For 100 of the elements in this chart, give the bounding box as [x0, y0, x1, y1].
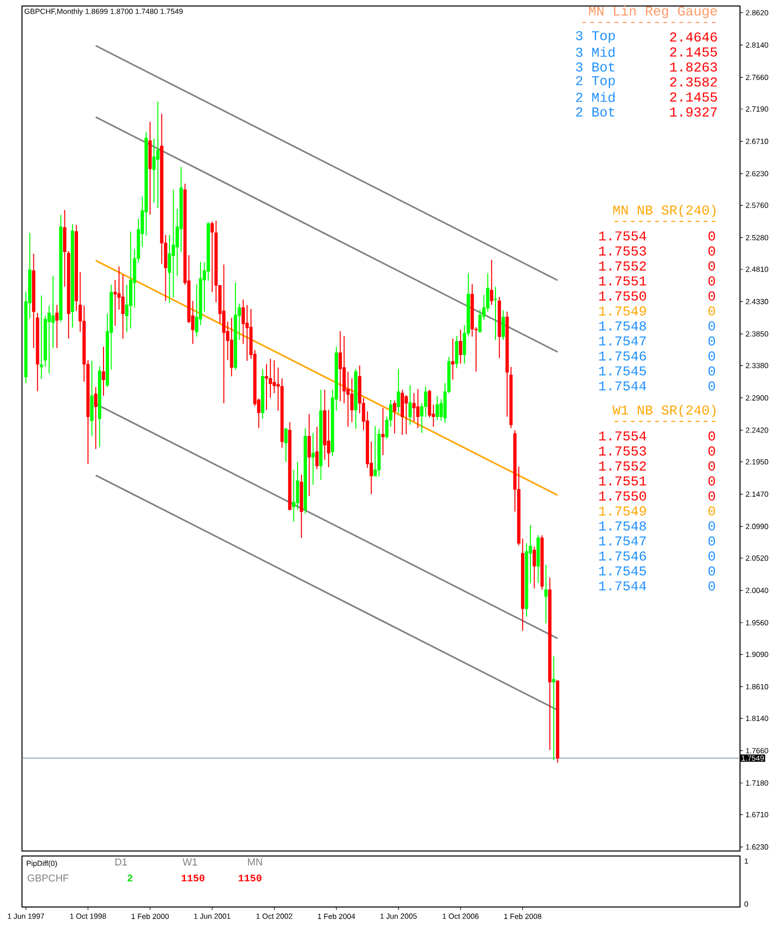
annotation: 3 Bot [576, 62, 614, 72]
candlestick [490, 259, 494, 306]
candlestick [245, 304, 249, 362]
annotation: ------------- [614, 220, 716, 222]
candlestick [404, 394, 408, 435]
annotation: 1.7549 [599, 306, 646, 316]
candlestick [346, 371, 350, 428]
annotation: 2.3582 [670, 77, 717, 87]
candlestick [396, 368, 400, 414]
text: 1150 [238, 874, 262, 882]
annotation: 0 [708, 291, 715, 301]
candlestick [436, 395, 439, 421]
annotation: 0 [708, 306, 715, 316]
annotation: ----------------- [582, 22, 716, 23]
annotation: 1.7547 [599, 336, 646, 346]
annotation: 1.7552 [599, 461, 646, 471]
candlestick [296, 461, 300, 510]
annotation: 1.7544 [599, 581, 646, 590]
text: W1 [182, 858, 198, 866]
text: D1 [115, 858, 127, 866]
candlestick [117, 266, 121, 310]
annotation: 0 [708, 461, 715, 471]
annotation: 0 [708, 336, 715, 346]
annotation: 1.7554 [599, 431, 646, 441]
candlestick [478, 309, 482, 334]
annotation: 0 [708, 476, 715, 486]
annotation: 0 [708, 551, 715, 561]
candlestick [544, 564, 548, 624]
candlestick [156, 101, 160, 208]
annotation: 1.7544 [599, 381, 646, 390]
candlestick [308, 414, 311, 497]
candlestick [451, 338, 454, 380]
annotation: 1.7549 [599, 506, 646, 516]
annotation: 2.1455 [670, 47, 717, 57]
text: MN [248, 858, 262, 866]
annotation: 0 [708, 521, 715, 531]
annotation: 0 [708, 366, 715, 376]
text: 2 [128, 874, 132, 882]
candlestick [502, 310, 505, 340]
annotation: 0 [708, 446, 715, 456]
annotation: 1.7553 [599, 246, 646, 256]
annotation: 1.7551 [599, 276, 646, 286]
candlestick [408, 384, 412, 426]
candlestick [494, 286, 498, 340]
annotation: 0 [708, 581, 715, 591]
candlestick [552, 656, 556, 761]
candlestick [400, 389, 404, 436]
annotation: 1.7546 [599, 551, 646, 561]
annotation: MN Lin Reg Gauge [589, 6, 717, 18]
annotation: 0 [708, 431, 715, 441]
candlestick [455, 335, 458, 369]
candlestick [222, 264, 226, 404]
candlestick [392, 400, 396, 434]
candlestick [532, 546, 536, 589]
annotation: 0 [708, 261, 715, 271]
annotation: 0 [708, 491, 715, 501]
annotation: 1.7545 [599, 366, 646, 376]
annotation: 1.7552 [599, 261, 646, 271]
annotation: 1.7550 [599, 291, 646, 301]
annotation: 3 Top [576, 31, 615, 43]
candlestick [40, 295, 44, 380]
annotation: 0 [708, 321, 715, 331]
candlestick [168, 234, 172, 304]
annotation: 2 Mid [576, 92, 615, 102]
annotation: 1.7548 [599, 521, 646, 531]
annotation: 1.7553 [599, 446, 646, 456]
candlestick [338, 330, 342, 402]
candlestick [416, 388, 420, 429]
annotation: 0 [708, 381, 715, 391]
candlestick [326, 409, 330, 468]
annotation: 0 [708, 351, 715, 361]
annotation: MN NB SR(240) [613, 204, 716, 218]
annotation: 1.9327 [670, 107, 717, 117]
candlestick [94, 386, 98, 450]
candlestick [311, 432, 315, 486]
annotation: 1.8263 [670, 62, 717, 72]
annotation: 1.7546 [599, 351, 646, 361]
annotation: 1.7550 [599, 491, 646, 501]
candlestick [412, 392, 416, 422]
candlestick [315, 426, 319, 470]
candlestick [102, 346, 106, 396]
candlestick [381, 407, 385, 456]
candlestick [374, 426, 377, 476]
annotation: 1.7554 [599, 231, 646, 240]
text: GBPCHF [28, 874, 68, 882]
candlestick [284, 428, 288, 462]
annotation: 0 [708, 276, 715, 286]
annotation: 0 [708, 231, 715, 241]
annotation: ------------- [614, 420, 716, 422]
annotation: 1.7545 [599, 566, 646, 576]
candlestick [152, 138, 156, 204]
annotation: 1.7547 [599, 536, 646, 546]
candlestick [55, 304, 59, 349]
candlestick [264, 364, 268, 410]
annotation: 3 Mid [576, 47, 615, 57]
text: 1150 [182, 874, 204, 882]
annotation: 2.4646 [670, 32, 717, 42]
annotation: 2.1455 [670, 92, 717, 102]
annotation: W1 NB SR(240) [612, 404, 716, 418]
annotation: 1.7551 [599, 476, 646, 486]
